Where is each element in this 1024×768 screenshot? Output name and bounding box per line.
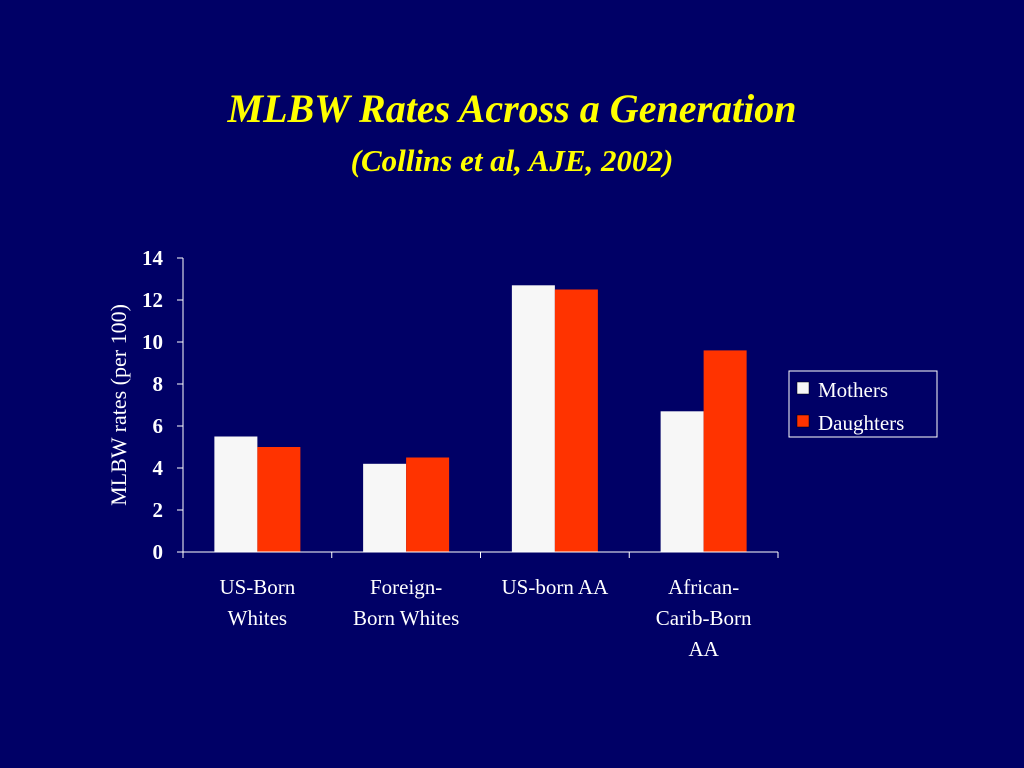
bars-layer <box>214 285 747 552</box>
legend-label-mothers: Mothers <box>818 378 888 402</box>
x-category-label: US-Born Whites <box>219 575 295 630</box>
bar-daughters-2 <box>554 289 598 552</box>
bar-mothers-1 <box>363 463 407 552</box>
x-category-label: African-Carib-Born AA <box>656 575 752 661</box>
y-tick-label: 8 <box>153 372 164 396</box>
axes-layer <box>177 257 779 558</box>
slide-title: MLBW Rates Across a Generation <box>227 86 797 131</box>
bar-mothers-3 <box>660 411 704 552</box>
bar-daughters-1 <box>406 457 450 552</box>
x-tick-labels: US-Born Whites Foreign-Born Whites US-born … <box>219 575 751 661</box>
legend-swatch-daughters <box>796 414 810 428</box>
legend: Mothers Daughters <box>788 370 938 438</box>
bar-daughters-3 <box>703 350 747 552</box>
y-axis-label: MLBW rates (per 100) <box>106 304 131 506</box>
bar-mothers-0 <box>214 436 258 552</box>
y-tick-label: 10 <box>142 330 163 354</box>
y-tick-label: 6 <box>153 414 164 438</box>
y-tick-label: 2 <box>153 498 164 522</box>
y-tick-labels: 0 2 4 6 8 10 12 14 <box>142 246 164 564</box>
y-tick-label: 14 <box>142 246 164 270</box>
bar-daughters-0 <box>257 447 301 552</box>
bar-mothers-2 <box>511 285 555 552</box>
x-category-label: US-born AA <box>501 575 609 599</box>
y-tick-label: 0 <box>153 540 164 564</box>
legend-box <box>788 370 938 438</box>
legend-swatch-mothers <box>796 381 810 395</box>
x-category-label: Foreign-Born Whites <box>353 575 459 630</box>
y-tick-label: 4 <box>153 456 164 480</box>
legend-label-daughters: Daughters <box>818 411 904 435</box>
slide-subtitle: (Collins et al, AJE, 2002) <box>350 143 674 178</box>
y-tick-label: 12 <box>142 288 163 312</box>
